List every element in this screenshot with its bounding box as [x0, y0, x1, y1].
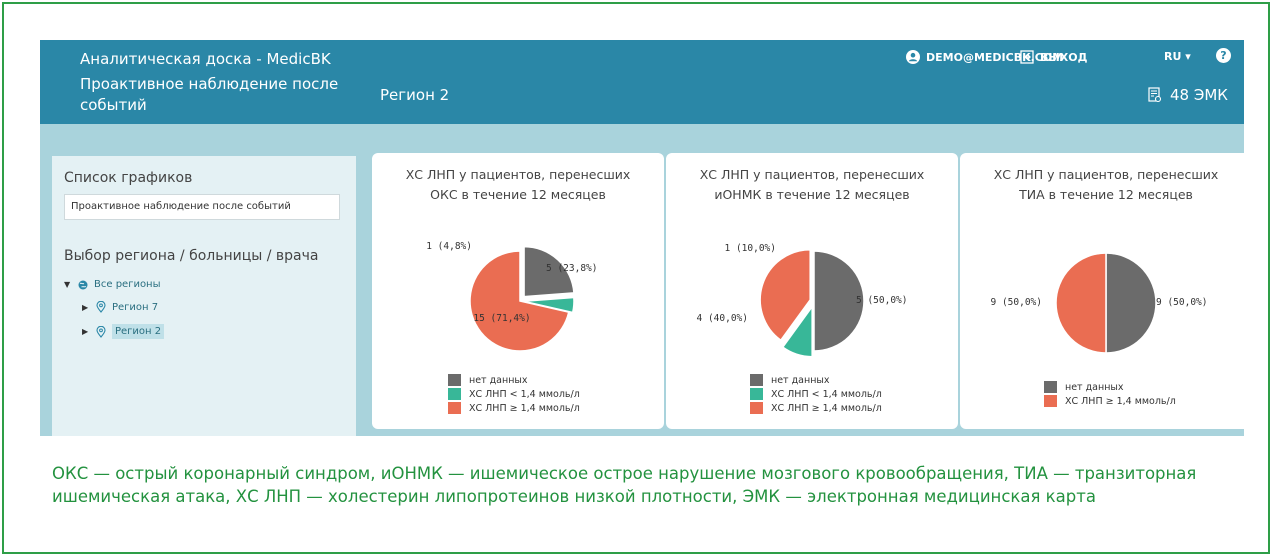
legend-swatch [750, 388, 763, 400]
dashboard-subtitle: Проактивное наблюдение после событий [80, 75, 339, 114]
emk-counter: 48 ЭМК [1148, 86, 1228, 104]
legend-swatch [448, 388, 461, 400]
chart-title: ХС ЛНП у пациентов, перенесших иОНМК в т… [666, 165, 958, 205]
slice-data-label: 9 (50,0%) [1156, 297, 1207, 308]
tree-item-region-7[interactable]: ▶ Регион 7 [82, 301, 158, 313]
legend-label: ХС ЛНП ≥ 1,4 ммоль/л [771, 402, 882, 414]
pie-slice [469, 250, 570, 352]
tree-item-label: Все регионы [94, 279, 161, 290]
language-selector[interactable]: RU ▾ [1164, 50, 1191, 63]
chart-title-line: ХС ЛНП у пациентов, перенесших [405, 167, 631, 182]
pie-slice [759, 249, 811, 342]
caret-down-icon[interactable]: ▼ [64, 280, 71, 289]
legend-label: нет данных [469, 374, 528, 386]
top-bar: Аналитическая доска - MedicBK Проактивно… [40, 40, 1244, 124]
legend-swatch [750, 374, 763, 386]
pie-slice [1105, 252, 1157, 354]
legend-item: нет данных [448, 373, 580, 387]
charts-list-label: Список графиков [64, 170, 193, 186]
slice-data-label: 4 (40,0%) [697, 313, 748, 324]
caret-right-icon[interactable]: ▶ [82, 327, 89, 336]
pie-chart: 9 (50,0%) 9 (50,0%) [991, 252, 1207, 354]
chart-title: ХС ЛНП у пациентов, перенесших ТИА в теч… [960, 165, 1244, 205]
chart-legend: нет данных ХС ЛНП < 1,4 ммоль/л ХС ЛНП ≥… [750, 373, 882, 415]
location-pin-icon [96, 325, 106, 338]
user-email: DEMO@MEDICBK.COM [926, 50, 1064, 64]
charts-list-select[interactable]: Проактивное наблюдение после событий [64, 194, 340, 220]
location-pin-icon [96, 301, 106, 313]
legend-swatch [1044, 381, 1057, 393]
slice-data-label: 15 (71,4%) [473, 313, 530, 324]
chart-title-line: ОКС в течение 12 месяцев [430, 187, 606, 202]
tree-item-all-regions[interactable]: ▼ Все регионы [64, 279, 161, 290]
legend-label: нет данных [771, 374, 830, 386]
legend-swatch [750, 402, 763, 414]
logout-button[interactable]: ВЫХОД [1020, 50, 1087, 64]
legend-label: ХС ЛНП ≥ 1,4 ммоль/л [1065, 395, 1176, 407]
selection-label: Выбор региона / больницы / врача [64, 248, 319, 264]
records-icon [1148, 87, 1162, 103]
legend-label: ХС ЛНП < 1,4 ммоль/л [771, 388, 882, 400]
slice-data-label: 1 (4,8%) [426, 241, 472, 252]
pie-slice [523, 296, 575, 314]
pie-chart: 5 (50,0%) 1 (10,0%) 4 (40,0%) [697, 243, 907, 358]
help-icon[interactable]: ? [1216, 48, 1231, 63]
legend-label: ХС ЛНП < 1,4 ммоль/л [469, 388, 580, 400]
legend-item: ХС ЛНП ≥ 1,4 ммоль/л [1044, 394, 1176, 408]
legend-item: ХС ЛНП ≥ 1,4 ммоль/л [448, 401, 580, 415]
legend-item: ХС ЛНП < 1,4 ммоль/л [448, 387, 580, 401]
logout-icon [1020, 50, 1034, 64]
pie-slice [523, 245, 575, 298]
emk-count: 48 ЭМК [1170, 86, 1228, 104]
chart-title-line: иОНМК в течение 12 месяцев [714, 187, 910, 202]
legend-swatch [448, 402, 461, 414]
chart-title-line: ХС ЛНП у пациентов, перенесших [993, 167, 1219, 182]
sidebar: Список графиков Проактивное наблюдение п… [52, 156, 356, 436]
dashboard-screenshot: Аналитическая доска - MedicBK Проактивно… [40, 40, 1244, 436]
globe-icon [78, 280, 88, 289]
legend-label: ХС ЛНП ≥ 1,4 ммоль/л [469, 402, 580, 414]
figure-caption: ОКС — острый коронарный синдром, иОНМК —… [52, 464, 1197, 506]
user-icon [906, 50, 920, 64]
legend-label: нет данных [1065, 381, 1124, 393]
slice-data-label: 5 (23,8%) [546, 263, 597, 274]
tree-item-region-2[interactable]: ▶ Регион 2 [82, 324, 165, 339]
pie-slice [781, 304, 813, 358]
chart-legend: нет данных ХС ЛНП ≥ 1,4 ммоль/л [1044, 380, 1176, 408]
logout-label: ВЫХОД [1040, 50, 1088, 64]
chart-legend: нет данных ХС ЛНП < 1,4 ммоль/л ХС ЛНП ≥… [448, 373, 580, 415]
chart-card-oks: ХС ЛНП у пациентов, перенесших ОКС в теч… [372, 153, 664, 429]
chart-title-line: ХС ЛНП у пациентов, перенесших [699, 167, 925, 182]
legend-item: ХС ЛНП < 1,4 ммоль/л [750, 387, 882, 401]
pie-slice [1055, 252, 1107, 354]
chart-title-line: ТИА в течение 12 месяцев [1019, 187, 1193, 202]
slice-data-label: 5 (50,0%) [856, 295, 907, 306]
pie-chart: 5 (23,8%) 1 (4,8%) 15 (71,4%) [426, 241, 597, 352]
region-title: Регион 2 [380, 86, 450, 104]
legend-swatch [448, 374, 461, 386]
legend-item: нет данных [1044, 380, 1176, 394]
slice-data-label: 9 (50,0%) [991, 297, 1042, 308]
chevron-down-icon: ▾ [1185, 50, 1191, 63]
chart-card-ionmk: ХС ЛНП у пациентов, перенесших иОНМК в т… [666, 153, 958, 429]
slice-data-label: 1 (10,0%) [725, 243, 776, 254]
chart-title: ХС ЛНП у пациентов, перенесших ОКС в теч… [372, 165, 664, 205]
caret-right-icon[interactable]: ▶ [82, 302, 89, 312]
legend-item: нет данных [750, 373, 882, 387]
tree-item-label: Регион 7 [112, 301, 159, 313]
legend-item: ХС ЛНП ≥ 1,4 ммоль/л [750, 401, 882, 415]
user-menu[interactable]: DEMO@MEDICBK.COM [906, 50, 1063, 64]
chart-card-tia: ХС ЛНП у пациентов, перенесших ТИА в теч… [960, 153, 1244, 429]
legend-swatch [1044, 395, 1057, 407]
pie-slice [813, 250, 865, 352]
language-value: RU [1164, 50, 1182, 63]
app-title: Аналитическая доска - MedicBK [80, 50, 331, 68]
tree-item-label: Регион 2 [112, 324, 165, 339]
